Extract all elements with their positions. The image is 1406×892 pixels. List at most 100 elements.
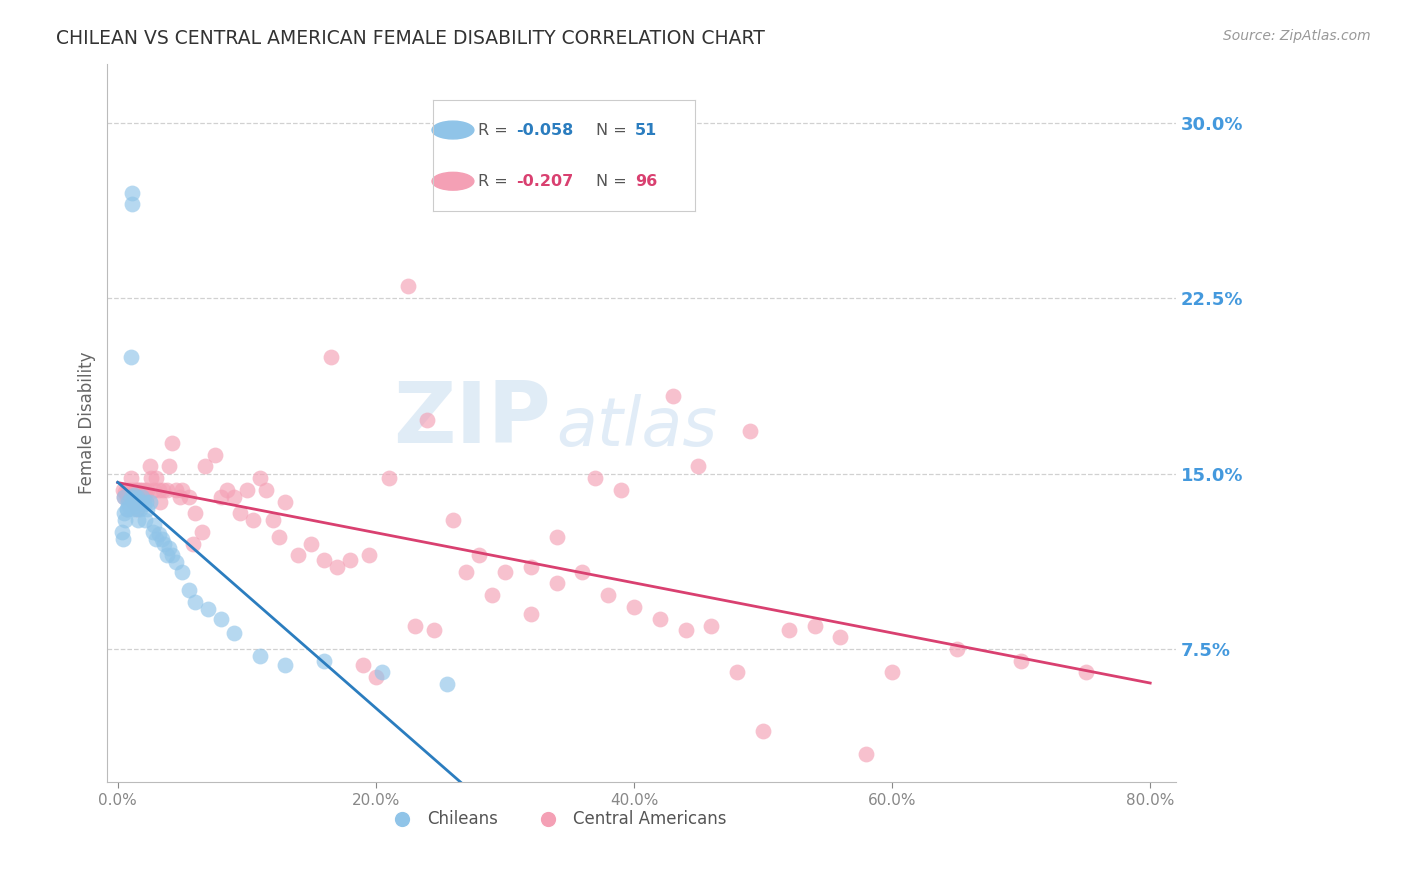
Point: [287, 549, 309, 563]
Point: [396, 279, 419, 293]
Point: [546, 530, 568, 544]
Point: [165, 483, 187, 497]
Point: [125, 501, 148, 516]
Y-axis label: Female Disability: Female Disability: [79, 352, 96, 494]
Point: [142, 524, 165, 539]
Point: [160, 436, 183, 450]
Point: [209, 490, 232, 504]
Point: [169, 490, 191, 504]
Point: [136, 501, 159, 516]
Point: [725, 665, 748, 680]
Point: [267, 530, 290, 544]
Point: [135, 494, 157, 508]
Point: [131, 490, 153, 504]
Point: [610, 483, 633, 497]
Point: [740, 425, 762, 439]
Point: [352, 658, 374, 673]
Point: [184, 595, 207, 609]
Point: [519, 607, 541, 621]
Point: [145, 532, 167, 546]
Point: [855, 747, 877, 762]
Point: [114, 513, 136, 527]
Point: [314, 553, 336, 567]
Point: [127, 494, 149, 508]
Point: [778, 624, 800, 638]
Point: [134, 513, 156, 527]
Point: [117, 494, 139, 508]
Point: [194, 459, 217, 474]
Point: [157, 459, 180, 474]
Point: [229, 506, 252, 520]
Point: [181, 537, 204, 551]
Point: [124, 487, 146, 501]
Point: [880, 665, 903, 680]
Point: [623, 599, 645, 614]
Point: [124, 483, 146, 497]
Point: [136, 483, 159, 497]
Point: [160, 549, 183, 563]
Point: [371, 665, 394, 680]
Point: [117, 483, 139, 497]
Point: [236, 483, 259, 497]
Point: [120, 350, 142, 364]
Point: [249, 471, 271, 485]
Point: [519, 560, 541, 574]
Point: [546, 576, 568, 591]
Point: [172, 565, 194, 579]
Point: [700, 618, 723, 632]
Point: [120, 490, 142, 504]
Point: [125, 483, 148, 497]
Point: [441, 513, 464, 527]
Point: [135, 490, 157, 504]
Point: [125, 494, 148, 508]
Point: [661, 389, 683, 403]
Point: [222, 490, 245, 504]
Point: [121, 186, 143, 200]
Point: [132, 490, 155, 504]
Point: [803, 618, 825, 632]
Point: [149, 494, 172, 508]
Point: [197, 602, 219, 616]
Point: [139, 494, 162, 508]
Point: [122, 494, 145, 508]
Point: [111, 532, 134, 546]
Point: [129, 490, 152, 504]
Point: [121, 197, 143, 211]
Point: [423, 624, 446, 638]
Point: [274, 494, 297, 508]
Point: [122, 494, 145, 508]
Point: [122, 501, 145, 516]
Point: [131, 483, 153, 497]
Point: [112, 506, 135, 520]
Point: [752, 723, 775, 738]
Point: [494, 565, 516, 579]
Point: [945, 642, 967, 657]
Point: [125, 490, 148, 504]
Point: [377, 471, 399, 485]
Point: [150, 532, 173, 546]
Point: [688, 459, 710, 474]
Point: [112, 490, 135, 504]
Point: [134, 483, 156, 497]
Text: Source: ZipAtlas.com: Source: ZipAtlas.com: [1223, 29, 1371, 43]
Point: [209, 611, 232, 625]
Point: [156, 483, 179, 497]
Point: [128, 483, 150, 497]
Point: [583, 471, 606, 485]
Point: [127, 483, 149, 497]
Point: [145, 471, 167, 485]
Point: [314, 654, 336, 668]
Point: [571, 565, 593, 579]
Point: [598, 588, 620, 602]
Point: [141, 471, 163, 485]
Point: [124, 500, 146, 514]
Point: [111, 483, 134, 497]
Point: [1010, 654, 1032, 668]
Point: [339, 553, 361, 567]
Point: [115, 501, 138, 516]
Point: [142, 518, 165, 533]
Point: [121, 490, 143, 504]
Point: [364, 670, 387, 684]
Point: [359, 549, 381, 563]
Point: [184, 506, 207, 520]
